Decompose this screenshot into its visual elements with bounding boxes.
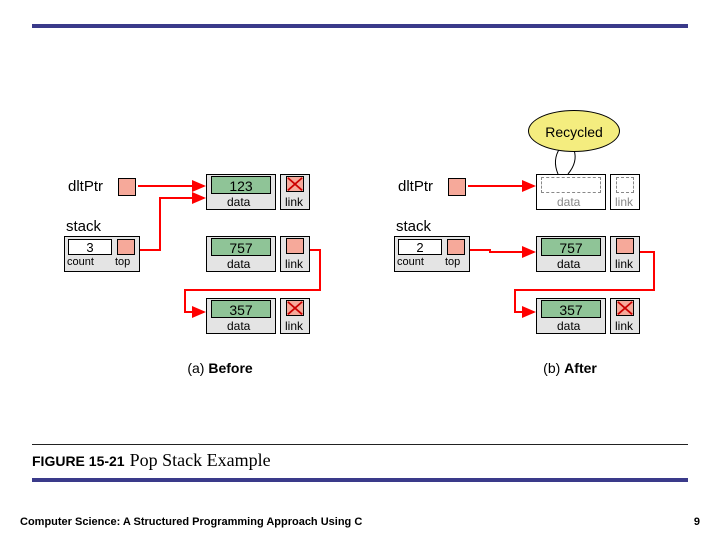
recycled-node-link: link (610, 174, 640, 210)
node-after-1-link: link (610, 298, 640, 334)
null-link-icon (286, 176, 304, 192)
node-before-2-link: link (280, 298, 310, 334)
sub-caption-after: (b) After (510, 360, 630, 376)
node-after-1-value: 357 (541, 300, 601, 318)
figure-title: Pop Stack Example (130, 450, 271, 470)
node-before-0-value: 123 (211, 176, 271, 194)
sub-caption-before: (a) Before (160, 360, 280, 376)
node-after-0-data-label: data (557, 257, 580, 271)
node-before-1-data: 757 data (206, 236, 276, 272)
label-dltptr-before: dltPtr (68, 178, 103, 195)
node-after-1-data: 357 data (536, 298, 606, 334)
stack-box-before: 3 count top (64, 236, 140, 272)
node-before-1-value: 757 (211, 238, 271, 256)
count-label-before: count (67, 257, 94, 268)
caption-rule-bottom (32, 478, 688, 482)
node-after-0-value: 757 (541, 238, 601, 256)
node-after-1-link-label: link (615, 319, 633, 333)
count-value-before: 3 (68, 239, 112, 255)
recycled-bubble: Recycled (528, 110, 620, 152)
label-dltptr-after: dltPtr (398, 178, 433, 195)
stack-box-after: 2 count top (394, 236, 470, 272)
recycled-node-data: data (536, 174, 606, 210)
caption-rule-top (32, 444, 688, 445)
node-before-1-link: link (280, 236, 310, 272)
node-after-1-data-label: data (557, 319, 580, 333)
label-stack-before: stack (66, 218, 101, 235)
null-link-icon-after (616, 300, 634, 316)
ptr-link-icon (286, 238, 304, 254)
node-after-0-link-label: link (615, 257, 633, 271)
recycled-link-slot (616, 177, 634, 193)
top-label-before: top (115, 257, 130, 268)
null-link-icon-2 (286, 300, 304, 316)
footer-text: Computer Science: A Structured Programmi… (20, 516, 362, 528)
node-before-0-link: link (280, 174, 310, 210)
node-before-2-value: 357 (211, 300, 271, 318)
figure-number: FIGURE 15-21 (32, 453, 125, 469)
top-ptr-before (117, 239, 135, 255)
ptr-link-icon-after (616, 238, 634, 254)
top-label-after: top (445, 257, 460, 268)
node-before-1-data-label: data (227, 257, 250, 271)
node-before-2-data: 357 data (206, 298, 276, 334)
node-before-2-data-label: data (227, 319, 250, 333)
sub-caption-after-b: After (564, 360, 597, 376)
sub-caption-before-a: (a) (187, 360, 204, 376)
node-after-0-link: link (610, 236, 640, 272)
figure-caption: FIGURE 15-21 Pop Stack Example (32, 450, 271, 471)
dltptr-box-after (448, 178, 466, 196)
node-before-0-data: 123 data (206, 174, 276, 210)
count-label-after: count (397, 257, 424, 268)
recycled-data-slot (541, 177, 601, 193)
node-before-0-data-label: data (227, 195, 250, 209)
page-number: 9 (694, 516, 700, 528)
node-after-0-data: 757 data (536, 236, 606, 272)
dltptr-box-before (118, 178, 136, 196)
sub-caption-after-a: (b) (543, 360, 560, 376)
node-before-0-link-label: link (285, 195, 303, 209)
recycled-data-label: data (557, 195, 580, 209)
node-before-1-link-label: link (285, 257, 303, 271)
count-value-after: 2 (398, 239, 442, 255)
recycled-link-label: link (615, 195, 633, 209)
top-ptr-after (447, 239, 465, 255)
node-before-2-link-label: link (285, 319, 303, 333)
label-stack-after: stack (396, 218, 431, 235)
sub-caption-before-b: Before (208, 360, 252, 376)
